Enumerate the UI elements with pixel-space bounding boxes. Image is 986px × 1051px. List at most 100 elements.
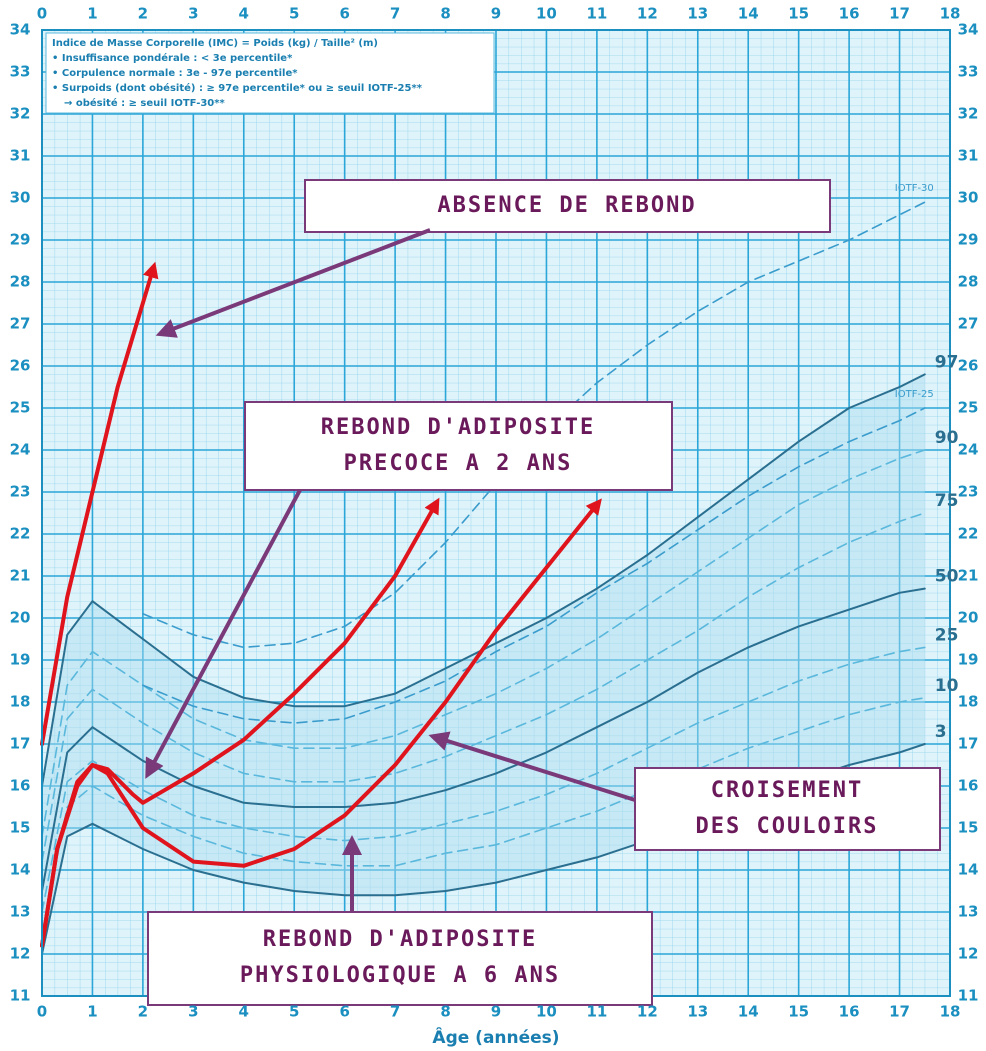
y-tick-label: 23 — [958, 483, 979, 501]
annotation-text: DES COULOIRS — [696, 814, 879, 839]
x-tick-label: 15 — [788, 5, 809, 23]
y-tick-label: 26 — [10, 357, 31, 375]
y-tick-label: 28 — [958, 273, 979, 291]
y-tick-label: 33 — [10, 63, 31, 81]
legend-box — [45, 32, 495, 114]
annotation-text: REBOND D'ADIPOSITE — [321, 415, 595, 440]
y-tick-label: 30 — [958, 189, 979, 207]
curve-label: 90 — [935, 428, 959, 448]
y-tick-label: 22 — [10, 525, 31, 543]
x-tick-label: 10 — [536, 5, 557, 23]
y-tick-label: 18 — [10, 693, 31, 711]
curve-label: 97 — [935, 352, 959, 372]
annotation-text: REBOND D'ADIPOSITE — [263, 927, 537, 952]
annotation-box — [634, 767, 941, 851]
x-tick-label: 18 — [940, 5, 961, 23]
y-tick-label: 13 — [10, 903, 31, 921]
y-tick-label: 23 — [10, 483, 31, 501]
y-tick-label: 24 — [958, 441, 979, 459]
x-tick-label: 17 — [889, 5, 910, 23]
y-tick-label: 21 — [10, 567, 31, 585]
x-tick-label: 17 — [889, 1003, 910, 1021]
y-tick-label: 18 — [958, 693, 979, 711]
y-tick-label: 28 — [10, 273, 31, 291]
x-tick-label: 13 — [687, 5, 708, 23]
x-tick-label: 1 — [87, 1003, 97, 1021]
x-tick-label: 14 — [738, 5, 759, 23]
y-tick-label: 24 — [10, 441, 31, 459]
x-tick-label: 9 — [491, 1003, 501, 1021]
y-tick-label: 17 — [10, 735, 31, 753]
x-tick-label: 10 — [536, 1003, 557, 1021]
y-tick-label: 29 — [10, 231, 31, 249]
y-tick-label: 25 — [10, 399, 31, 417]
x-tick-label: 14 — [738, 1003, 759, 1021]
highlight-curve — [40, 261, 159, 746]
annotation-box — [304, 179, 831, 233]
x-tick-label: 11 — [586, 1003, 607, 1021]
curve-label: IOTF-30 — [895, 183, 934, 194]
y-tick-label: 14 — [958, 861, 979, 879]
y-tick-label: 34 — [10, 21, 31, 39]
x-tick-label: 9 — [491, 5, 501, 23]
x-tick-label: 7 — [390, 1003, 400, 1021]
percentile-curve — [142, 201, 926, 649]
y-tick-label: 20 — [10, 609, 31, 627]
curve-label: 3 — [935, 722, 947, 742]
y-tick-label: 34 — [958, 21, 979, 39]
curve-label: 25 — [935, 625, 959, 645]
annotation-text: PHYSIOLOGIQUE A 6 ANS — [240, 963, 560, 988]
annotation-box — [147, 911, 653, 1006]
curve-label: 75 — [935, 491, 959, 511]
x-tick-label: 12 — [637, 5, 658, 23]
y-tick-label: 15 — [958, 819, 979, 837]
x-tick-label: 5 — [289, 1003, 299, 1021]
x-tick-label: 16 — [839, 5, 860, 23]
legend-text: Indice de Masse Corporelle (IMC) = Poids… — [52, 38, 378, 49]
y-tick-label: 27 — [10, 315, 31, 333]
y-tick-label: 12 — [958, 945, 979, 963]
y-tick-label: 11 — [10, 987, 31, 1005]
legend: Indice de Masse Corporelle (IMC) = Poids… — [45, 32, 495, 114]
x-tick-label: 13 — [687, 1003, 708, 1021]
x-tick-label: 3 — [188, 5, 198, 23]
y-tick-label: 33 — [958, 63, 979, 81]
annotation-text: CROISEMENT — [711, 778, 863, 803]
y-tick-label: 25 — [958, 399, 979, 417]
y-tick-label: 31 — [958, 147, 979, 165]
x-tick-label: 0 — [37, 5, 47, 23]
annotation-text: ABSENCE DE REBOND — [437, 193, 696, 218]
y-tick-label: 15 — [10, 819, 31, 837]
x-tick-label: 6 — [339, 5, 349, 23]
percentile-curve — [41, 449, 926, 838]
y-tick-label: 19 — [958, 651, 979, 669]
y-tick-label: 29 — [958, 231, 979, 249]
y-tick-label: 17 — [958, 735, 979, 753]
arrow — [155, 228, 431, 338]
y-tick-label: 12 — [10, 945, 31, 963]
x-tick-label: 11 — [586, 5, 607, 23]
x-tick-label: 1 — [87, 5, 97, 23]
legend-text: • Insuffisance pondérale : < 3e percenti… — [52, 52, 293, 64]
x-tick-label: 4 — [239, 5, 249, 23]
legend-text: • Surpoids (dont obésité) : ≥ 97e percen… — [52, 82, 423, 94]
y-tick-label: 26 — [958, 357, 979, 375]
x-tick-label: 3 — [188, 1003, 198, 1021]
y-tick-label: 20 — [958, 609, 979, 627]
highlight-curve — [40, 498, 602, 948]
y-tick-label: 16 — [958, 777, 979, 795]
x-axis-label: Âge (années) — [432, 1026, 559, 1048]
x-tick-label: 5 — [289, 5, 299, 23]
x-tick-label: 12 — [637, 1003, 658, 1021]
y-tick-label: 27 — [958, 315, 979, 333]
y-tick-label: 32 — [958, 105, 979, 123]
percentile-curve — [41, 697, 926, 934]
curve-label: 50 — [935, 567, 959, 587]
y-tick-label: 21 — [958, 567, 979, 585]
y-tick-label: 22 — [958, 525, 979, 543]
x-tick-label: 8 — [440, 1003, 450, 1021]
x-tick-label: 8 — [440, 5, 450, 23]
arrow — [428, 731, 636, 802]
x-tick-label: 4 — [239, 1003, 249, 1021]
curve-label: IOTF-25 — [895, 389, 934, 400]
